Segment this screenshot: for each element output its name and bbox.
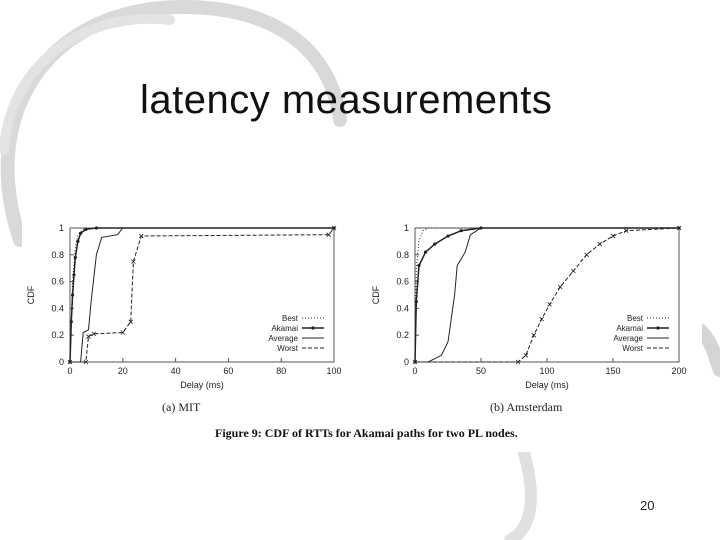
y-tick-label: 0.8 bbox=[396, 250, 409, 260]
series-worst-point bbox=[597, 241, 603, 247]
series-worst-point bbox=[531, 332, 537, 338]
legend-label: Average bbox=[268, 334, 298, 343]
series-worst-point bbox=[86, 334, 91, 339]
series-worst-point bbox=[623, 228, 629, 233]
x-tick-label: 0 bbox=[412, 366, 417, 376]
x-tick-label: 20 bbox=[118, 366, 128, 376]
subcaption-amsterdam: (b) Amsterdam bbox=[490, 400, 563, 414]
series-average-line bbox=[70, 227, 334, 363]
y-axis-label: CDF bbox=[26, 285, 36, 304]
series-worst-point bbox=[331, 225, 337, 231]
figure-caption: Figure 9: CDF of RTTs for Akamai paths f… bbox=[215, 426, 518, 440]
series-akamai-line bbox=[69, 227, 334, 363]
series-worst-point bbox=[571, 268, 576, 274]
series-worst-point bbox=[120, 330, 126, 335]
series-worst-point bbox=[138, 233, 144, 239]
page-number: 20 bbox=[640, 498, 655, 513]
y-tick-label: 0.2 bbox=[396, 330, 409, 340]
legend-label: Worst bbox=[622, 344, 644, 353]
series-worst-point bbox=[128, 319, 134, 325]
series-worst-line bbox=[70, 227, 335, 363]
x-tick-label: 100 bbox=[539, 366, 554, 376]
series-worst-point bbox=[584, 252, 589, 258]
x-tick-label: 150 bbox=[605, 366, 620, 376]
series-akamai-point bbox=[69, 320, 73, 324]
series-worst-point bbox=[67, 359, 73, 365]
y-tick-label: 0.4 bbox=[396, 303, 409, 313]
legend-label: Best bbox=[282, 314, 299, 323]
x-axis-label: Delay (ms) bbox=[180, 380, 224, 390]
x-tick-label: 100 bbox=[326, 366, 341, 376]
y-tick-label: 0.8 bbox=[51, 250, 64, 260]
series-akamai-point bbox=[423, 250, 428, 254]
x-tick-label: 40 bbox=[171, 366, 181, 376]
series-akamai-point bbox=[76, 239, 80, 243]
series-worst-point bbox=[676, 225, 682, 231]
series-akamai-point bbox=[446, 234, 450, 238]
series-worst-point bbox=[91, 331, 97, 337]
y-tick-label: 1 bbox=[59, 223, 64, 233]
x-tick-label: 0 bbox=[67, 366, 72, 376]
series-worst-point bbox=[412, 359, 418, 365]
y-tick-label: 1 bbox=[404, 223, 409, 233]
legend-marker bbox=[311, 326, 315, 330]
slide-title: latency measurements bbox=[140, 78, 553, 122]
series-worst-point bbox=[326, 232, 332, 237]
series-akamai-point bbox=[459, 229, 463, 233]
legend-marker bbox=[656, 326, 660, 330]
series-worst-point bbox=[547, 302, 552, 307]
legend-label: Akamai bbox=[271, 324, 298, 333]
series-worst-point bbox=[83, 359, 89, 365]
y-tick-label: 0 bbox=[59, 357, 64, 367]
x-tick-label: 60 bbox=[223, 366, 233, 376]
series-akamai-point bbox=[72, 273, 76, 277]
subcaption-mit: (a) MIT bbox=[162, 400, 201, 414]
series-worst-point bbox=[610, 233, 616, 239]
chart-amsterdam: 0 50 100 150 200 0 0.2 0.4 0.6 0.8 1 Delay (ms) CDF B… bbox=[371, 223, 687, 390]
series-akamai-point bbox=[414, 300, 418, 304]
series-akamai-point bbox=[71, 293, 75, 297]
x-tick-label: 200 bbox=[671, 366, 686, 376]
legend-label: Akamai bbox=[616, 324, 643, 333]
series-worst-point bbox=[557, 284, 563, 290]
series-akamai-point bbox=[94, 226, 98, 230]
x-tick-label: 50 bbox=[476, 366, 486, 376]
legend-label: Worst bbox=[277, 344, 299, 353]
figure-image: 0 20 40 60 80 100 0 0.2 0.4 0.6 0.8 1 Delay (ms) CDF B… bbox=[22, 212, 702, 452]
y-tick-label: 0 bbox=[404, 357, 409, 367]
series-worst-point bbox=[131, 259, 136, 264]
y-tick-label: 0.6 bbox=[51, 277, 64, 287]
series-akamai-point bbox=[417, 263, 421, 268]
chart-mit: 0 20 40 60 80 100 0 0.2 0.4 0.6 0.8 1 Delay (ms) CDF B… bbox=[26, 223, 342, 390]
legend-label: Best bbox=[627, 314, 644, 323]
y-tick-label: 0.6 bbox=[396, 277, 409, 287]
series-akamai-point bbox=[433, 242, 437, 246]
series-worst-point bbox=[515, 359, 521, 365]
x-tick-label: 80 bbox=[276, 366, 286, 376]
series-akamai-point bbox=[78, 231, 83, 235]
series-akamai-point bbox=[73, 255, 77, 260]
series-worst-point bbox=[539, 316, 545, 322]
y-axis-label: CDF bbox=[371, 285, 381, 304]
series-akamai-point bbox=[84, 227, 88, 231]
series-average-line bbox=[415, 227, 679, 363]
legend-label: Average bbox=[613, 334, 643, 343]
x-axis-label: Delay (ms) bbox=[525, 380, 569, 390]
y-tick-label: 0.2 bbox=[51, 330, 64, 340]
series-best-line bbox=[414, 227, 679, 363]
y-tick-label: 0.4 bbox=[51, 303, 64, 313]
series-worst-point bbox=[523, 353, 529, 358]
